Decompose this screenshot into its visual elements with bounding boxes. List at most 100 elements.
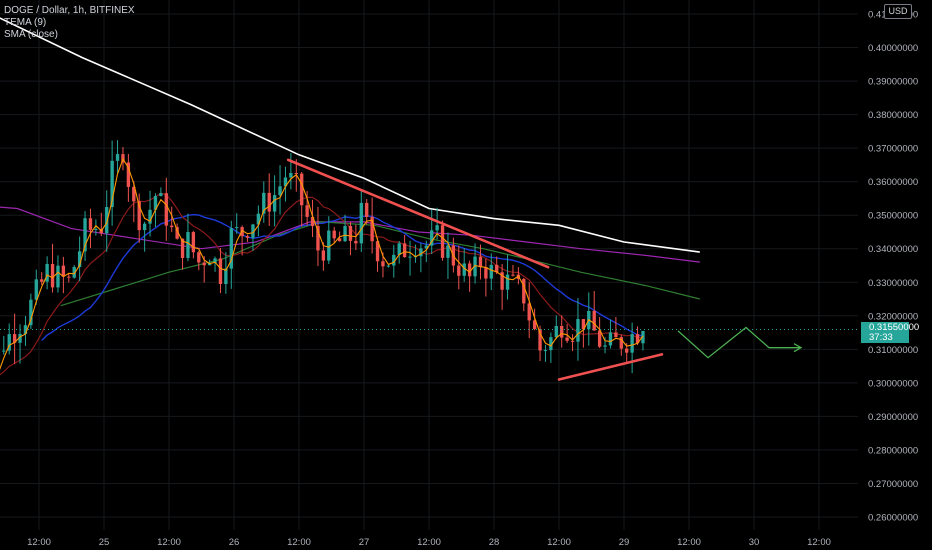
time-tick-label: 12:00 (677, 537, 701, 548)
candle-body (576, 319, 580, 342)
candle-body (272, 195, 277, 212)
time-tick-label: 30 (749, 537, 760, 548)
candle-body (191, 232, 196, 253)
chart-legend: DOGE / Dollar, 1h, BITFINEX TEMA (9) SMA… (4, 5, 135, 41)
candle-body (538, 329, 542, 351)
candle-body (473, 256, 477, 277)
price-tick-label: 0.32000000 (868, 311, 918, 322)
candle-body (424, 245, 428, 249)
candle-body (50, 263, 55, 288)
projection-arrowhead (793, 343, 803, 353)
candle-body (218, 258, 223, 285)
candle-body (489, 264, 493, 279)
candle-body (316, 226, 320, 251)
time-tick-label: 12:00 (287, 537, 311, 548)
candle-body (549, 337, 553, 351)
candle-body (256, 213, 261, 225)
candle-body (397, 243, 401, 255)
candle-body (457, 265, 461, 276)
symbol-title[interactable]: DOGE / Dollar, 1h, BITFINEX (4, 5, 135, 16)
descending-trendline[interactable] (286, 158, 550, 269)
candle-body (164, 193, 168, 226)
candle-body (110, 160, 114, 208)
candle-body (597, 330, 602, 347)
candle-body (619, 337, 623, 349)
time-tick-label: 12:00 (157, 537, 181, 548)
candle-body (635, 334, 640, 344)
candle-body (202, 262, 206, 266)
price-tick-label: 0.37000000 (868, 144, 918, 155)
time-tick-label: 12:00 (417, 537, 441, 548)
time-axis[interactable]: 12:00 25 12:00 26 12:00 27 12:00 28 12:00 29 12:00… (27, 537, 831, 548)
candle-body (186, 232, 190, 259)
candle-body (251, 224, 255, 238)
candle-body (543, 350, 548, 352)
candle-body (229, 228, 233, 269)
candle-body (386, 265, 391, 267)
candle-body (34, 279, 38, 300)
candle-body (105, 207, 109, 234)
candle-body (408, 256, 412, 258)
tema-line (0, 157, 644, 371)
candle-body (478, 256, 483, 268)
support-trendline[interactable] (557, 353, 664, 381)
candle-body (511, 274, 515, 276)
candles (0, 140, 645, 374)
candle-body (505, 274, 510, 290)
time-tick-label: 12:00 (27, 537, 51, 548)
indicator-tema[interactable]: TEMA (9) (4, 17, 47, 28)
candle-body (532, 320, 537, 330)
time-tick-label: 29 (619, 537, 630, 548)
candle-body (630, 334, 634, 353)
candle-body (332, 230, 336, 239)
price-tick-label: 0.26000000 (868, 513, 918, 524)
candle-body (159, 193, 163, 197)
last-price-value: 0.31550000 (869, 322, 920, 333)
price-tick-label: 0.38000000 (868, 110, 918, 121)
candle-body (40, 279, 44, 282)
time-tick-label: 12:00 (547, 537, 571, 548)
candle-body (310, 216, 315, 227)
time-tick-label: 28 (489, 537, 500, 548)
countdown: 37:33 (869, 332, 893, 343)
price-axis[interactable]: 0.410000000.400000000.390000000.38000000… (868, 10, 918, 524)
candle-body (170, 225, 174, 228)
candle-body (560, 326, 564, 338)
candle-body (148, 209, 152, 224)
candle-body (354, 240, 358, 244)
last-price-tag: 0.31550000 37:33 (861, 322, 920, 343)
candle-body (375, 241, 380, 262)
candle-body (570, 340, 575, 342)
candle-body (484, 267, 488, 279)
candle-body (72, 266, 76, 278)
candle-body (435, 225, 439, 231)
candle-body (77, 251, 82, 267)
candle-body (321, 250, 326, 261)
candle-body (23, 325, 28, 334)
candle-body (305, 205, 309, 217)
annotations[interactable] (286, 158, 803, 381)
price-tick-label: 0.31000000 (868, 345, 918, 356)
candle-body (300, 173, 304, 206)
projection-path[interactable] (677, 326, 801, 359)
candle-body (18, 333, 22, 343)
candle-body (224, 268, 228, 285)
price-tick-label: 0.36000000 (868, 177, 918, 188)
candle-body (392, 254, 396, 266)
sma-green-line (60, 221, 700, 307)
candle-body (83, 218, 87, 252)
candle-body (327, 230, 331, 261)
candle-body (348, 225, 353, 241)
candle-body (462, 263, 466, 276)
candle-body (29, 299, 33, 326)
candle-body (115, 154, 120, 161)
candle-body (94, 228, 98, 230)
indicator-sma[interactable]: SMA (close) (4, 29, 58, 40)
candle-body (365, 202, 369, 217)
candle-body (175, 227, 179, 239)
candle-body (2, 350, 6, 352)
currency-button[interactable]: USD (884, 4, 912, 19)
candle-body (440, 225, 445, 258)
candle-body (137, 201, 141, 231)
